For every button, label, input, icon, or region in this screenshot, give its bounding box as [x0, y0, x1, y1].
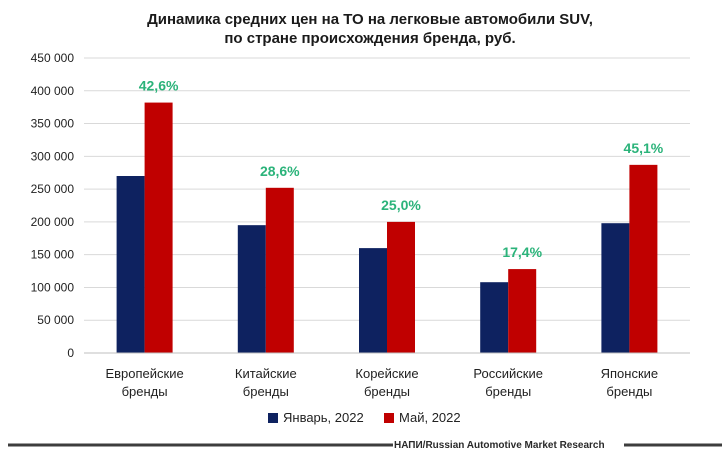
- source-bar: НАПИ/Russian Automotive Market Research: [8, 440, 722, 451]
- category-label: бренды: [485, 384, 531, 399]
- category-label: бренды: [364, 384, 410, 399]
- y-tick-label: 250 000: [31, 182, 75, 196]
- data-label-percent: 25,0%: [381, 197, 421, 213]
- chart-title-line-1: Динамика средних цен на ТО на легковые а…: [147, 11, 593, 28]
- category-label: Корейские: [355, 366, 418, 381]
- legend-label-january: Январь, 2022: [283, 410, 364, 425]
- bar-may: [144, 102, 173, 353]
- bar-may: [265, 187, 294, 353]
- bar-january: [359, 248, 387, 353]
- category-label: бренды: [122, 384, 168, 399]
- source-text: НАПИ/Russian Automotive Market Research: [394, 440, 605, 451]
- legend-label-may: Май, 2022: [399, 410, 461, 425]
- category-label: бренды: [606, 384, 652, 399]
- data-label-percent: 28,6%: [260, 163, 300, 179]
- bar-may: [508, 269, 537, 353]
- y-tick-label: 450 000: [31, 51, 75, 65]
- y-tick-label: 400 000: [31, 84, 75, 98]
- category-label: Российские: [473, 366, 543, 381]
- legend-swatch-may: [384, 413, 394, 423]
- y-tick-label: 50 000: [37, 313, 74, 327]
- category-label: Европейские: [105, 366, 183, 381]
- y-tick-label: 0: [67, 346, 74, 360]
- y-tick-label: 350 000: [31, 117, 75, 131]
- data-labels: 42,6% 28,6% 25,0% 17,4% 45,1%: [139, 78, 664, 261]
- category-label: Японские: [601, 366, 659, 381]
- category-labels: Европейские бренды Китайские бренды Корейски…: [105, 366, 658, 399]
- y-tick-label: 300 000: [31, 149, 75, 163]
- gridlines: [84, 57, 690, 321]
- bar-january: [601, 223, 630, 353]
- bar-may: [387, 221, 415, 353]
- data-label-percent: 42,6%: [139, 78, 179, 94]
- bar-may: [629, 164, 658, 353]
- y-axis-tick-labels: 0 50 000 100 000 150 000 200 000 250 000 300 0…: [31, 51, 75, 360]
- category-label: Китайские: [235, 366, 297, 381]
- y-tick-label: 100 000: [31, 280, 75, 294]
- bar-january: [237, 225, 266, 353]
- y-tick-label: 150 000: [31, 248, 75, 262]
- bars: [116, 102, 658, 353]
- chart-title-line-2: по стране происхождения бренда, руб.: [224, 30, 515, 47]
- data-label-percent: 45,1%: [624, 140, 664, 156]
- y-tick-label: 200 000: [31, 215, 75, 229]
- bar-january: [480, 282, 509, 353]
- category-label: бренды: [243, 384, 289, 399]
- bar-january: [116, 176, 145, 353]
- data-label-percent: 17,4%: [502, 244, 542, 260]
- legend: Январь, 2022 Май, 2022: [268, 410, 461, 425]
- legend-swatch-january: [268, 413, 278, 423]
